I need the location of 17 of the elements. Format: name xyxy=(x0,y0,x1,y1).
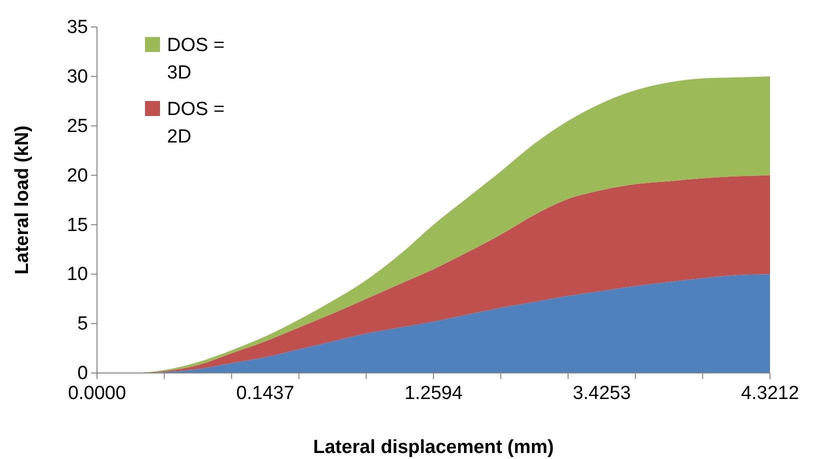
y-tick-label: 15 xyxy=(66,214,88,236)
y-tick-label: 5 xyxy=(77,314,88,335)
y-tick-label: 0 xyxy=(77,363,88,384)
y-tick-label: 10 xyxy=(66,264,88,286)
x-tick-label: 0.0000 xyxy=(68,382,126,404)
y-axis-title: Lateral load (kN) xyxy=(12,126,33,274)
x-tick-label: 3.4253 xyxy=(572,382,631,404)
x-tick-label: 0.1437 xyxy=(236,382,294,404)
y-tick-label: 20 xyxy=(66,165,88,186)
y-tick-label: 25 xyxy=(66,116,88,137)
y-tick-label: 30 xyxy=(66,66,88,88)
legend-label: DOS = 3D xyxy=(167,35,225,84)
x-tick-label: 1.2594 xyxy=(404,382,463,404)
legend-label: DOS = 2D xyxy=(167,99,225,148)
x-tick-label: 4.3212 xyxy=(740,382,800,404)
y-tick-label: 35 xyxy=(66,17,88,38)
x-axis-title: Lateral displacement (mm) xyxy=(313,437,554,458)
